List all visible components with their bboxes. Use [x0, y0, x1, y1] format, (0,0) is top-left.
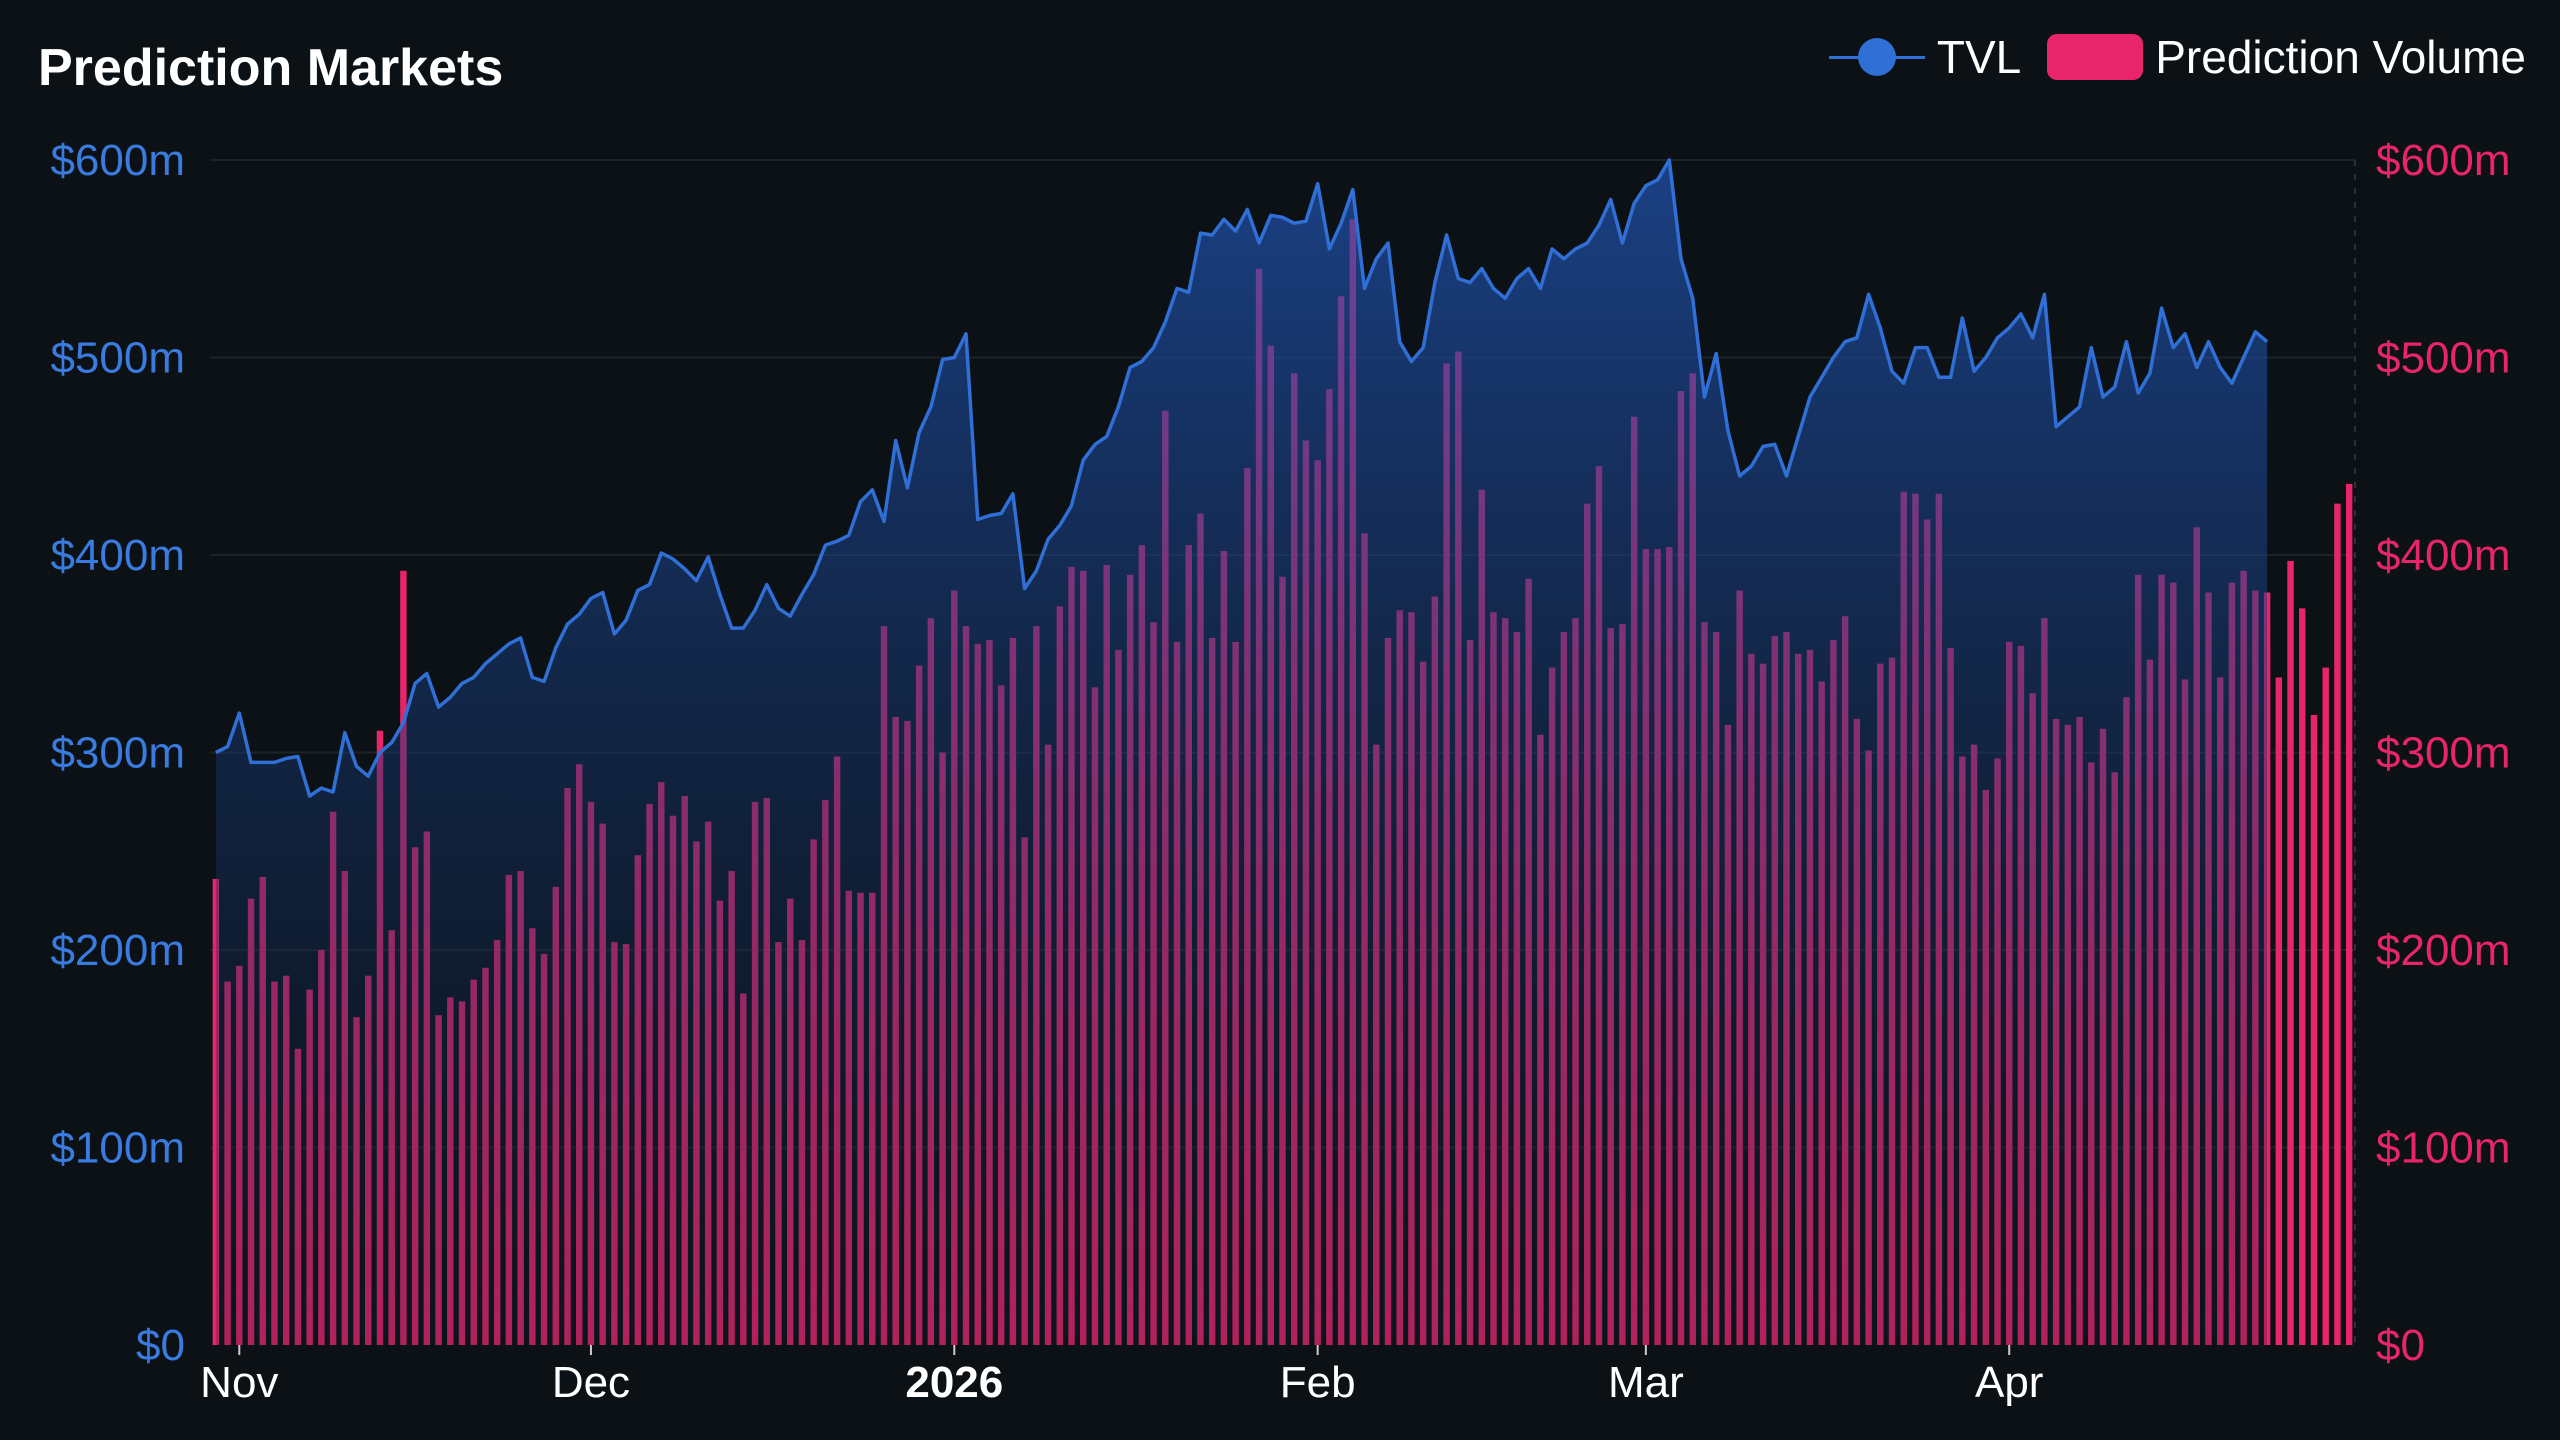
y-left-tick-label: $0 [136, 1321, 185, 1370]
x-tick-label: Nov [200, 1358, 278, 1407]
y-left-tick-label: $400m [50, 531, 185, 580]
y-left-tick-label: $100m [50, 1124, 185, 1173]
legend-label-tvl: TVL [1936, 31, 2022, 83]
y-left-tick-label: $600m [50, 136, 185, 185]
y-left-tick-label: $300m [50, 729, 185, 778]
y-left-tick-label: $200m [50, 926, 185, 975]
chart-legend: TVL Prediction Volume [1828, 30, 2526, 84]
x-tick-label: Feb [1280, 1358, 1356, 1407]
volume-bar [2334, 503, 2341, 1345]
y-right-tick-label: $300m [2376, 729, 2511, 778]
tvl-line [215, 158, 2269, 798]
y-right-tick-label: $600m [2376, 136, 2511, 185]
x-tick-label: 2026 [905, 1358, 1003, 1407]
volume-bar [2299, 608, 2306, 1345]
legend-label-prediction-volume: Prediction Volume [2155, 31, 2526, 83]
volume-bar [2322, 667, 2329, 1345]
legend-bar-swatch-icon [2047, 34, 2144, 80]
x-tick-label: Apr [1975, 1358, 2043, 1407]
y-right-tick-label: $200m [2376, 926, 2511, 975]
y-right-tick-label: $0 [2376, 1321, 2425, 1370]
legend-item-prediction-volume[interactable]: Prediction Volume [2047, 30, 2526, 84]
x-tick-label: Mar [1608, 1358, 1684, 1407]
legend-item-tvl[interactable]: TVL [1828, 30, 2022, 84]
volume-bar [212, 878, 220, 1345]
tvl-area-fill [215, 160, 2268, 1345]
x-tick-label: Dec [552, 1358, 630, 1407]
volume-bar [2287, 560, 2294, 1345]
volume-bar [2310, 714, 2318, 1345]
legend-line-dot-icon [1828, 37, 1925, 77]
y-left-tick-label: $500m [50, 334, 185, 383]
axes: $0 $100m $200m $300m $400m $500m $600m $0 $100m $… [50, 136, 2510, 1407]
y-right-tick-label: $400m [2376, 531, 2511, 580]
volume-bar [2345, 483, 2353, 1345]
chart-title: Prediction Markets [38, 39, 504, 97]
tvl-area [215, 158, 2269, 1345]
y-right-tick-label: $500m [2376, 334, 2511, 383]
volume-bar [2275, 677, 2283, 1345]
y-right-tick-label: $100m [2376, 1124, 2511, 1173]
